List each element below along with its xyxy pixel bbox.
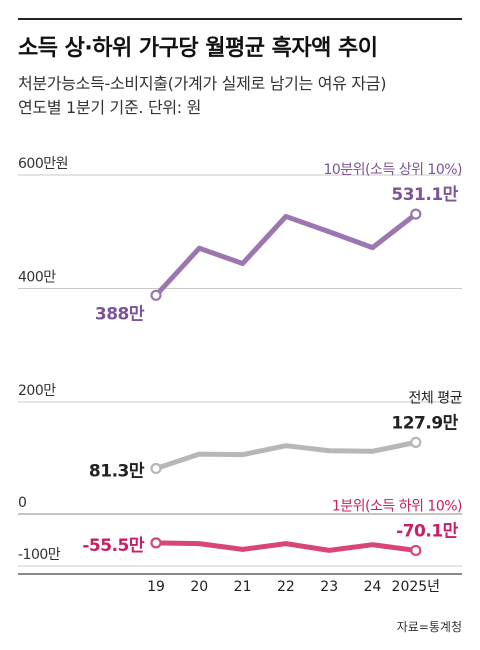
- start-value-label-top: 388만: [95, 304, 145, 324]
- y-tick-label: 400만: [18, 270, 56, 286]
- start-value-label-avg: 81.3만: [89, 461, 145, 481]
- title-rule: [18, 18, 462, 20]
- y-tick-label: 0: [18, 495, 26, 511]
- source-note: 자료=통계청: [396, 620, 462, 634]
- data-point-top: [410, 208, 422, 220]
- data-point-bottom: [150, 537, 162, 549]
- x-tick-label: 2025년: [392, 579, 441, 595]
- series-line-top: [153, 211, 419, 298]
- x-tick-label: 23: [320, 579, 338, 595]
- data-point-top: [150, 289, 162, 301]
- series-name-label-top: 10분위(소득 상위 10%): [323, 162, 462, 178]
- series-line-avg: [153, 439, 419, 471]
- x-tick-label: 22: [277, 579, 295, 595]
- data-point-avg: [410, 436, 422, 448]
- x-tick-label: 21: [234, 579, 252, 595]
- chart-subtitle: 처분가능소득-소비지출(가계가 실제로 남기는 여유 자금): [18, 74, 387, 93]
- end-value-label-bottom: -70.1만: [396, 521, 458, 541]
- series-line-bottom: [153, 540, 419, 553]
- x-tick-label: 20: [190, 579, 208, 595]
- series-name-label-avg: 전체 평균: [409, 390, 463, 406]
- start-value-label-bottom: -55.5만: [82, 536, 144, 556]
- data-point-avg: [150, 462, 162, 475]
- x-tick-label: 24: [364, 579, 382, 595]
- y-tick-label: 600만원: [18, 156, 68, 172]
- y-tick-label: 200만: [18, 383, 56, 399]
- end-value-label-avg: 127.9만: [391, 413, 458, 433]
- end-value-label-top: 531.1만: [391, 185, 458, 205]
- series-name-label-bottom: 1분위(소득 하위 10%): [332, 498, 462, 514]
- data-point-bottom: [410, 544, 422, 557]
- x-tick-label: 19: [147, 579, 165, 595]
- chart-unit-note: 연도별 1분기 기준. 단위: 원: [18, 98, 202, 117]
- y-tick-label: -100만: [18, 547, 61, 563]
- chart-title: 소득 상·하위 가구당 월평균 흑자액 추이: [18, 36, 378, 61]
